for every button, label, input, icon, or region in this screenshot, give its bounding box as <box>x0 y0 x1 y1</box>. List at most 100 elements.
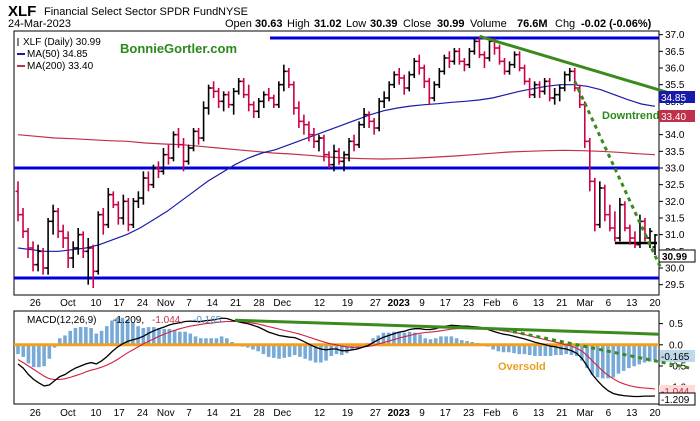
macd-hist-bar <box>204 338 208 345</box>
macd-hist-bar <box>533 344 537 356</box>
ohlc-bar <box>321 134 327 162</box>
ma50-line <box>17 84 656 252</box>
macd-hist-bar <box>616 344 621 374</box>
chg-label: Chg <box>555 18 575 30</box>
low-label: Low <box>346 18 366 30</box>
ohlc-bar <box>562 71 568 92</box>
ohlc-bar <box>85 238 91 285</box>
x-tick-label: 14 <box>207 408 219 419</box>
macd-hist-bar <box>621 344 626 371</box>
price-tick-label: 33.0 <box>665 164 685 175</box>
ohlc-bar <box>125 198 131 232</box>
ohlc-bar <box>612 211 618 242</box>
ohlc-bar <box>20 208 26 238</box>
macd-hist-bar <box>89 328 93 345</box>
x-tick-label: 7 <box>186 408 192 419</box>
ohlc-readout: Open 30.63 High 31.02 Low 30.39 Close 30… <box>225 18 652 30</box>
ohlc-bar <box>110 191 116 208</box>
x-tick-label: Dec <box>273 298 291 309</box>
x-tick-label: 2023 <box>388 408 411 419</box>
x-tick-label: 14 <box>207 298 219 309</box>
x-tick-label: 27 <box>370 408 382 419</box>
ohlc-bar <box>231 88 237 115</box>
x-tick-label: 20 <box>649 298 661 309</box>
x-tick-label: 13 <box>626 408 638 419</box>
ohlc-bar <box>100 208 106 235</box>
macd-hist-bar <box>209 338 213 345</box>
signal-badge-value: -0.165 <box>661 352 690 363</box>
x-tick-label: 9 <box>419 408 425 419</box>
ohlc-bar <box>471 38 477 55</box>
macd-legend: MACD(12,26,9) -1.209, -1.044, -0.165 <box>27 315 222 326</box>
ohlc-bar <box>527 78 533 98</box>
macd-hist-bar <box>496 344 501 352</box>
price-panel-frame <box>13 30 660 296</box>
ohlc-bar <box>386 81 392 102</box>
ohlc-bar <box>211 81 217 98</box>
ohlc-bar <box>567 68 573 82</box>
ohlc-bar <box>391 71 397 88</box>
macd-hist-bar <box>21 344 26 357</box>
ohlc-bar <box>331 144 337 172</box>
legend-ma200: MA(200) 33.40 <box>27 61 94 72</box>
close-value: 30.99 <box>437 18 465 30</box>
x-tick-label: 21 <box>556 408 568 419</box>
ohlc-bar <box>497 44 503 65</box>
macd-hist-bar <box>16 344 20 355</box>
ohlc-bar <box>170 131 176 162</box>
macd-hist-bar <box>580 344 584 361</box>
ohlc-bar <box>326 151 332 168</box>
trend-lines <box>479 34 676 267</box>
macd-hist-bar <box>548 344 553 356</box>
ohlc-bar <box>150 164 156 188</box>
macd-hist-bar <box>642 344 647 363</box>
macd-hist-bar <box>433 338 438 345</box>
ohlc-bar <box>271 94 277 108</box>
ohlc-bar <box>186 144 192 165</box>
ohlc-bar <box>592 178 598 232</box>
macd-hist-bar <box>136 326 140 345</box>
macd-hist-bar <box>188 333 193 345</box>
x-tick-label: 6 <box>512 408 518 419</box>
price-tick-label: 30.0 <box>665 264 685 275</box>
x-tick-label: 6 <box>606 298 612 309</box>
macd-hist-bar <box>517 344 522 355</box>
exchange: NYSE <box>218 6 248 18</box>
ohlc-bar <box>356 121 362 148</box>
open-label: Open <box>225 18 252 30</box>
ohlc-bar <box>165 144 171 165</box>
ohlc-bar <box>622 201 628 232</box>
macd-hist-bar <box>251 344 255 350</box>
x-tick-label: 10 <box>90 298 102 309</box>
ohlc-bar <box>191 128 197 152</box>
ohlc-bar <box>246 84 252 112</box>
x-tick-label: 13 <box>533 298 545 309</box>
macd-hist-bar <box>423 338 428 345</box>
ohlc-bar <box>502 58 508 75</box>
price-tick-label: 31.5 <box>665 214 685 225</box>
macd-hist-bar <box>454 338 459 345</box>
macd-hist-bar <box>63 335 67 345</box>
x-tick-label: 12 <box>314 408 326 419</box>
ohlc-bar <box>587 138 593 192</box>
macd-hist-bar <box>460 340 464 345</box>
symbol-title: XLF <box>8 3 36 20</box>
x-tick-label: 6 <box>606 408 612 419</box>
chg-value: -0.02 (-0.06%) <box>581 18 652 30</box>
ohlc-bar <box>115 201 121 225</box>
macd-hist-bar <box>303 344 307 359</box>
moving-averages <box>17 84 656 252</box>
macd-hist-bar <box>407 331 412 345</box>
ohlc-bar <box>160 148 166 175</box>
x-tick-label: 12 <box>314 298 326 309</box>
macd-hist-bar <box>193 336 198 345</box>
high-label: High <box>287 18 310 30</box>
ohlc-bar <box>522 64 528 85</box>
ohlc-bar <box>181 138 187 172</box>
macd-hist-bar <box>381 332 386 345</box>
ohlc-bar <box>336 148 342 165</box>
ohlc-bars <box>15 38 658 288</box>
x-tick-label: Dec <box>273 408 291 419</box>
macd-hist-bar <box>104 326 109 345</box>
